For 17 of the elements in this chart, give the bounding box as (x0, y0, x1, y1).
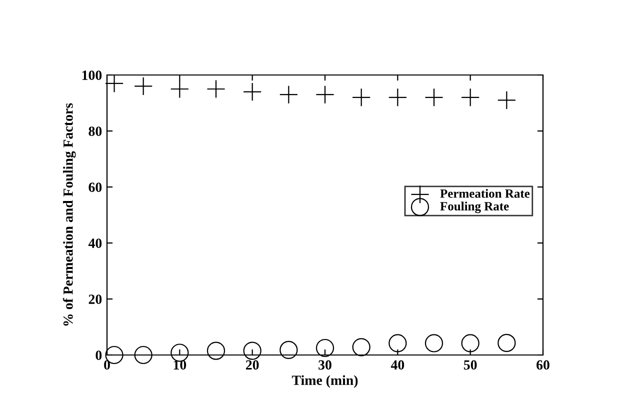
x-tick-label: 40 (390, 360, 404, 370)
y-tick-label: 20 (88, 294, 102, 304)
y-axis-title: % of Permeation and Fouling Factors (62, 103, 76, 326)
x-tick-label: 30 (318, 360, 332, 370)
y-tick-label: 40 (88, 238, 102, 248)
x-tick-label: 50 (464, 360, 477, 370)
y-tick-label: 100 (82, 70, 102, 80)
x-tick-label: 10 (174, 360, 186, 370)
x-tick-label: 0 (104, 360, 110, 370)
x-tick-label: 20 (246, 360, 259, 370)
legend-label: Permeation Rate (440, 188, 530, 198)
y-tick-label: 80 (88, 126, 102, 136)
y-tick-label: 0 (96, 350, 102, 360)
y-tick-label: 60 (88, 182, 102, 192)
x-axis-title: Time (min) (292, 375, 358, 388)
x-tick-label: 60 (536, 360, 550, 370)
legend-label: Fouling Rate (440, 202, 509, 214)
